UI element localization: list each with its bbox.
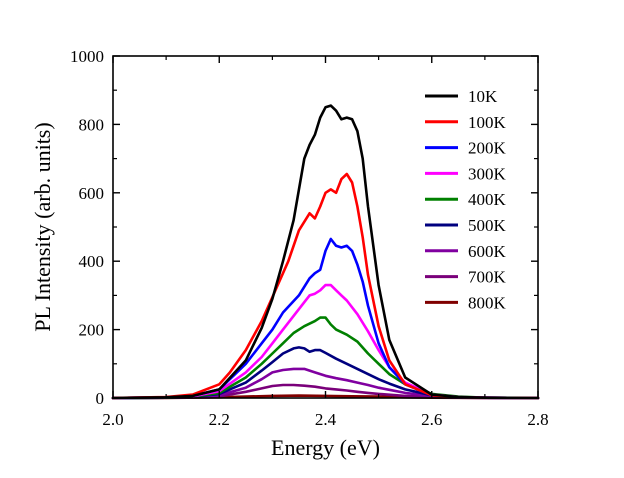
legend-label-800K: 800K	[468, 293, 507, 312]
y-tick-label: 1000	[70, 47, 104, 66]
x-tick-label: 2.4	[315, 410, 337, 429]
x-tick-label: 2.2	[209, 410, 230, 429]
series-line-700K	[111, 383, 540, 400]
x-axis-label: Energy (eV)	[271, 435, 380, 460]
ticks-layer: 2.0 2.2 2.4 2.6 2.8 0 200 400 600 800 1000	[70, 47, 549, 429]
legend-label-200K: 200K	[468, 139, 507, 158]
series-line-400K	[111, 316, 540, 400]
series-line-100K	[111, 172, 540, 400]
series-line-200K	[111, 237, 540, 400]
y-axis-label: PL Intensity (arb. units)	[30, 122, 55, 331]
y-tick-label: 0	[96, 389, 105, 408]
series-layer	[111, 104, 540, 400]
legend-label-400K: 400K	[468, 190, 507, 209]
y-tick-label: 800	[79, 115, 105, 134]
y-tick-label: 200	[79, 321, 105, 340]
legend-label-300K: 300K	[468, 164, 507, 183]
legend-label-700K: 700K	[468, 268, 507, 287]
x-tick-label: 2.0	[102, 410, 123, 429]
legend-label-100K: 100K	[468, 113, 507, 132]
x-tick-label: 2.6	[421, 410, 442, 429]
legend-label-10K: 10K	[468, 87, 498, 106]
y-tick-label: 600	[79, 184, 105, 203]
series-line-10K	[111, 104, 540, 400]
x-tick-label: 2.8	[527, 410, 548, 429]
series-line-600K	[111, 367, 540, 400]
legend: 10K 100K 200K 300K 400K 500K 600K 700K 800K	[425, 87, 507, 312]
y-tick-label: 400	[79, 252, 105, 271]
legend-label-600K: 600K	[468, 242, 507, 261]
legend-label-500K: 500K	[468, 216, 507, 235]
series-line-500K	[111, 346, 540, 400]
